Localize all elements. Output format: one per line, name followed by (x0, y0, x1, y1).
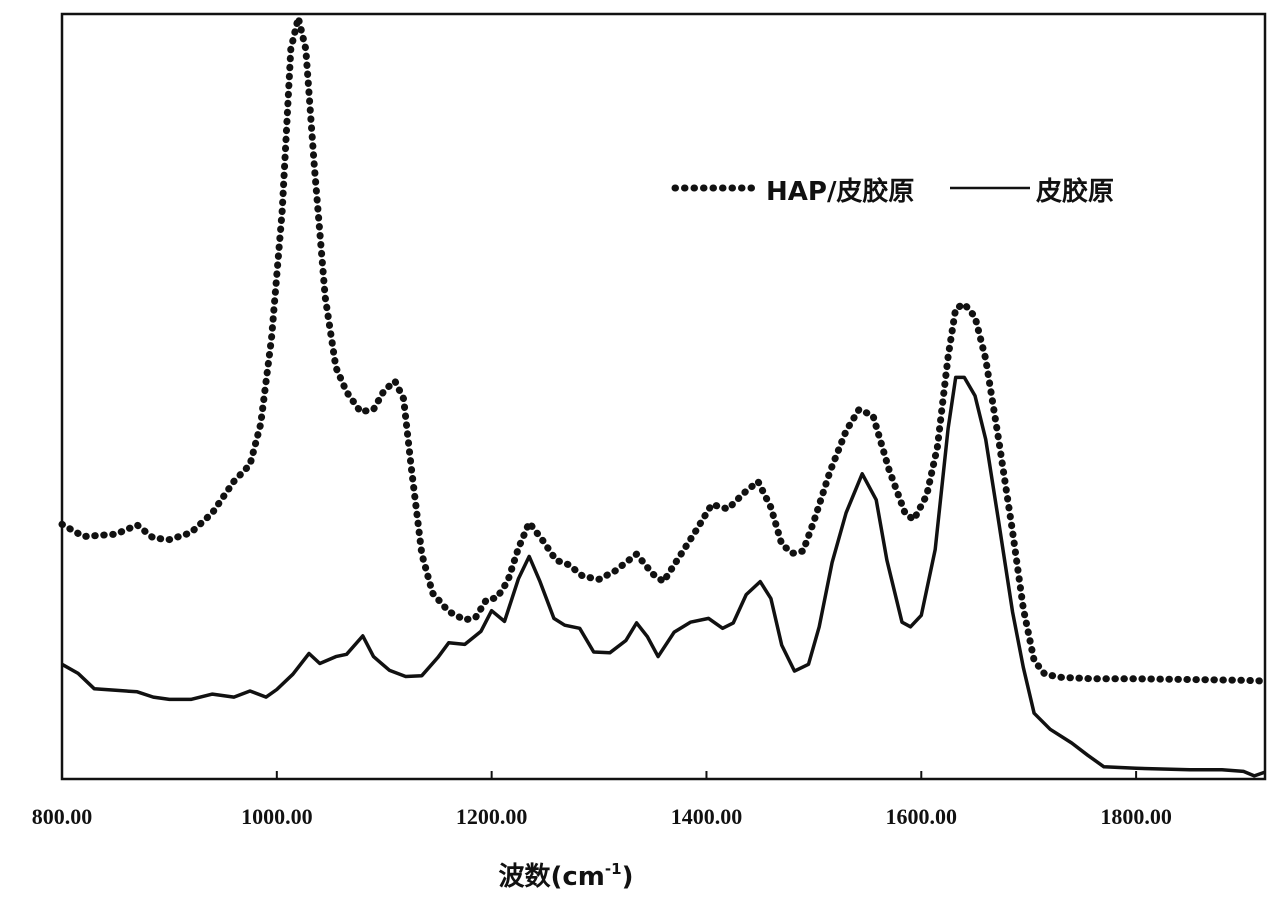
x-axis-title: 波数(cm-1) (499, 860, 634, 892)
x-tick-label: 1600.00 (886, 804, 958, 829)
x-tick-label: 1200.00 (456, 804, 528, 829)
legend-label-hap-collagen: HAP/皮胶原 (766, 176, 914, 207)
series-layer (62, 18, 1265, 776)
x-tick-label: 1800.00 (1100, 804, 1172, 829)
plot-area-frame (62, 14, 1265, 779)
legend: HAP/皮胶原 皮胶原 (675, 176, 1114, 207)
x-tick-label: 800.00 (32, 804, 93, 829)
series-line-hap-collagen (62, 18, 1265, 681)
x-tick-label: 1400.00 (671, 804, 743, 829)
legend-label-collagen: 皮胶原 (1036, 176, 1114, 207)
x-tick-label: 1000.00 (241, 804, 313, 829)
